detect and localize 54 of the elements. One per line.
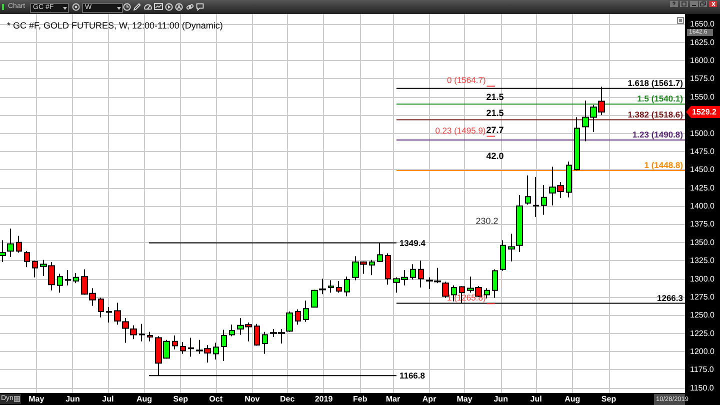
y-tick-label: 1425.0 bbox=[690, 183, 716, 192]
x-tick-label: Jun bbox=[66, 394, 80, 404]
y-tick-label: 1250.0 bbox=[690, 310, 716, 320]
x-tick-label: Apr bbox=[422, 394, 436, 404]
series-label: 1.382 (1518.6) bbox=[628, 109, 684, 120]
x-tick-label: Aug bbox=[564, 394, 580, 404]
x-tick-label: Jul bbox=[530, 394, 542, 404]
y-tick-label: 1375.0 bbox=[690, 220, 716, 229]
x-tick-label: Dec bbox=[280, 394, 296, 404]
series-label: 1.5 (1540.1) bbox=[637, 94, 684, 104]
x-tick-label: 2019 bbox=[314, 394, 334, 404]
x-tick-label: Nov bbox=[244, 394, 260, 404]
y-tick-label: 1550.0 bbox=[690, 92, 716, 102]
x-tick-label: Aug bbox=[136, 394, 152, 404]
annotation: 27.7 bbox=[486, 125, 504, 135]
series-label: 1.23 (1490.8) bbox=[632, 129, 684, 140]
y-tick-label: 1300.0 bbox=[690, 274, 716, 284]
series-label: 1266.3 bbox=[657, 292, 684, 303]
y-tick-label: 1150.0 bbox=[690, 383, 714, 392]
y-tick-label: 1625.0 bbox=[690, 38, 716, 47]
y-tick-label: 1600.0 bbox=[690, 56, 716, 66]
y-tick-label: 1225.0 bbox=[690, 328, 716, 338]
y-tick-label: 1400.0 bbox=[690, 202, 716, 211]
annotation: 21.5 bbox=[486, 108, 504, 118]
y-tick-label: 1575.0 bbox=[690, 74, 716, 84]
x-tick-label: May bbox=[456, 394, 473, 404]
x-tick-label: Sep bbox=[601, 394, 616, 404]
y-tick-label: 1325.0 bbox=[690, 256, 716, 266]
text: * GC #F, GOLD FUTURES, W, 12:00-11:00 (Dynamic) bbox=[7, 20, 223, 30]
x-tick-label: Sep bbox=[173, 394, 188, 404]
annotation: 21.5 bbox=[486, 92, 504, 102]
y-tick-label: 1275.0 bbox=[690, 292, 716, 302]
annotation: 230.2 bbox=[476, 216, 498, 226]
x-tick-label: Feb bbox=[352, 394, 368, 404]
series-label: 1 (1448.8) bbox=[644, 160, 684, 170]
y-tick-label: 1200.0 bbox=[690, 347, 716, 356]
series-label: 1.618 (1561.7) bbox=[628, 78, 684, 88]
y-tick-label: 1475.0 bbox=[690, 146, 716, 156]
y-tick-label: 1350.0 bbox=[690, 238, 716, 247]
x-tick-label: May bbox=[28, 394, 45, 404]
x-tick-label: Jul bbox=[102, 394, 114, 404]
y-tick-label: 1500.0 bbox=[690, 128, 716, 138]
text: 1529.2 bbox=[692, 108, 718, 116]
series-label: 1349.4 bbox=[399, 238, 426, 248]
y-tick-label: 1175.0 bbox=[690, 365, 714, 374]
series-label: 0 (1564.7) bbox=[447, 75, 486, 86]
y-tick-label: 1450.0 bbox=[690, 165, 716, 174]
annotation: 42.0 bbox=[486, 151, 504, 161]
x-tick-label: Oct bbox=[209, 394, 223, 404]
series-label: 0.23 (1495.9) bbox=[435, 125, 486, 136]
x-tick-label: Mar bbox=[386, 394, 400, 404]
x-tick-label: Jun bbox=[494, 394, 508, 404]
series-label: 1166.8 bbox=[399, 370, 426, 381]
y-tick-label: 1650.0 bbox=[690, 20, 716, 29]
